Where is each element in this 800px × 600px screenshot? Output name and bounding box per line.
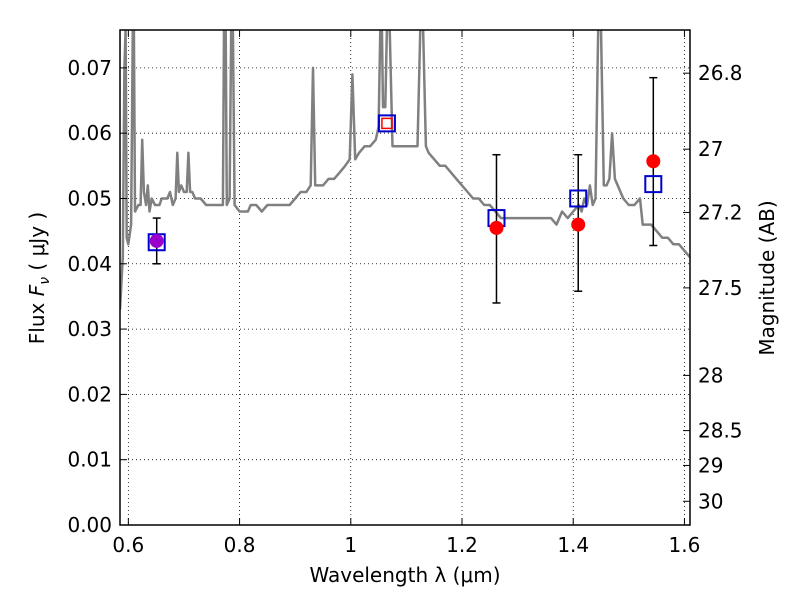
observed-marker: [571, 217, 586, 232]
y2-tick-label: 29: [698, 453, 723, 477]
x-tick-label: 0.8: [224, 533, 256, 557]
grid-lines: [120, 30, 690, 526]
x-axis-label: Wavelength λ (μm): [309, 563, 500, 587]
plot-frame: [119, 29, 691, 526]
observed-markers: [149, 154, 661, 248]
y2-tick-label: 27: [698, 137, 723, 161]
x-tick-label: 0.6: [112, 533, 144, 557]
y2-axis-label: Magnitude (AB): [755, 200, 779, 355]
axis-ticks: 0.6 0.8 1 1.2 1.4 1.6 0.00 0.01 0.02 0.03 0.04 0.05…: [67, 30, 743, 557]
y-tick-label: 0.03: [67, 317, 112, 341]
y2-tick-label: 28.5: [698, 419, 743, 443]
observed-marker: [646, 154, 661, 169]
y2-tick-label: 27.2: [698, 200, 743, 224]
y2-tick-label: 27.5: [698, 276, 743, 300]
y2-tick-label: 28: [698, 363, 723, 387]
observed-marker: [149, 233, 164, 248]
y-tick-label: 0.05: [67, 186, 112, 210]
x-tick-label: 1.4: [557, 533, 589, 557]
y-tick-label: 0.06: [67, 121, 112, 145]
y-axis-label: Flux Fν ( μJy ): [25, 212, 53, 344]
x-tick-label: 1: [344, 533, 357, 557]
axis-labels: Wavelength λ (μm) Flux Fν ( μJy ) Magnit…: [25, 200, 779, 587]
observed-marker: [489, 220, 504, 235]
y-tick-label: 0.07: [67, 56, 112, 80]
model-marker: [644, 175, 663, 194]
x-tick-label: 1.6: [669, 533, 701, 557]
spectrum-series: [120, 30, 690, 310]
spectrum-line: [120, 30, 690, 310]
y-tick-label: 0.00: [67, 513, 112, 537]
model-marker-inner: [381, 117, 393, 130]
y-tick-label: 0.04: [67, 252, 112, 276]
model-marker: [569, 189, 588, 208]
model-marker: [377, 114, 396, 133]
x-tick-label: 1.2: [446, 533, 478, 557]
y-tick-label: 0.02: [67, 382, 112, 406]
y-tick-label: 0.01: [67, 448, 112, 472]
y2-tick-label: 26.8: [698, 61, 743, 85]
y2-tick-label: 30: [698, 489, 723, 513]
